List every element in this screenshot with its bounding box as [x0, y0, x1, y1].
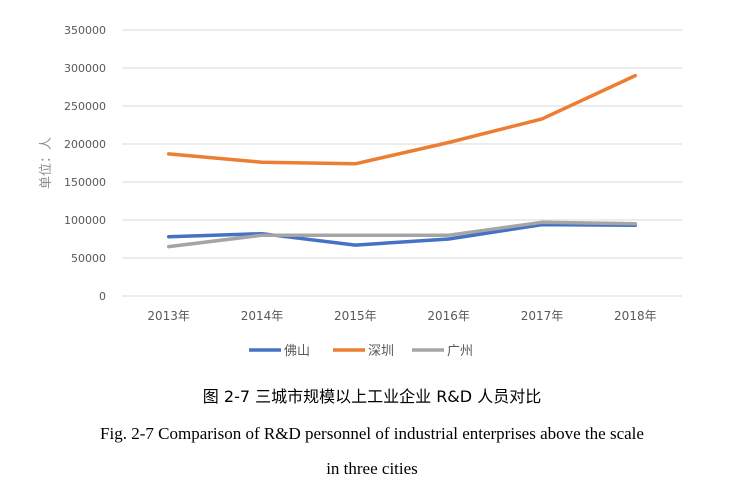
- x-tick-label: 2015年: [334, 309, 377, 323]
- x-tick-label: 2018年: [614, 309, 657, 323]
- figure-caption-chinese: 图 2-7 三城市规模以上工业企业 R&D 人员对比: [202, 387, 542, 406]
- series-line-1: [166, 73, 638, 166]
- legend-label: 广州: [447, 344, 473, 359]
- y-tick-labels: 0 50000 100000 150000 200000 250000 300000 3500…: [64, 24, 106, 303]
- gridlines: [122, 29, 682, 297]
- legend: 佛山 深圳 广州: [249, 344, 473, 359]
- y-tick-label: 100000: [64, 214, 106, 227]
- y-tick-label: 350000: [64, 24, 106, 37]
- x-tick-label: 2013年: [147, 309, 190, 323]
- y-tick-label: 300000: [64, 62, 106, 75]
- legend-label: 佛山: [284, 344, 310, 359]
- series-line-2: [166, 220, 638, 249]
- y-tick-label: 200000: [64, 138, 106, 151]
- legend-label: 深圳: [368, 344, 394, 359]
- y-tick-label: 250000: [64, 100, 106, 113]
- x-tick-labels: 2013年 2014年 2015年 2016年 2017年 2018年: [147, 309, 656, 323]
- figure-caption-english-line1: Fig. 2-7 Comparison of R&D personnel of …: [100, 424, 644, 443]
- x-tick-label: 2014年: [241, 309, 284, 323]
- y-axis-label: 单位：人: [39, 137, 54, 189]
- series-lines: [166, 73, 638, 249]
- series-line-0: [166, 222, 638, 247]
- x-tick-label: 2017年: [521, 309, 564, 323]
- x-tick-label: 2016年: [427, 309, 470, 323]
- y-tick-label: 0: [99, 290, 106, 303]
- y-tick-label: 150000: [64, 176, 106, 189]
- y-tick-label: 50000: [71, 252, 106, 265]
- figure-caption-english-line2: in three cities: [326, 459, 418, 478]
